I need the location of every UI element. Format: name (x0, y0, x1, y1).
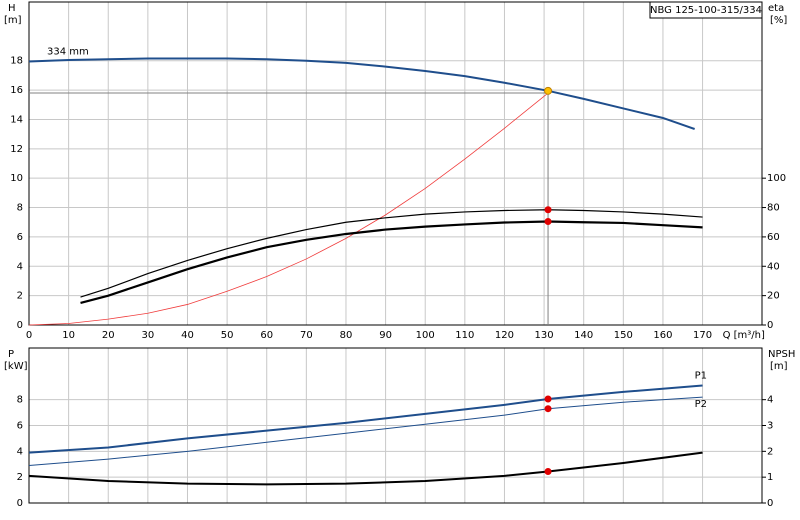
y-tick-label: 4 (17, 446, 23, 457)
curve-label: 334 mm (47, 46, 89, 57)
y-axis-unit: [kW] (4, 361, 28, 372)
curve (28, 451, 703, 486)
y2-axis-unit: [m] (770, 361, 788, 372)
x-tick-label: 40 (181, 330, 194, 341)
operating-point (544, 217, 552, 225)
x-tick-label: 170 (693, 330, 712, 341)
x-tick-label: 120 (495, 330, 514, 341)
y2-axis-label: eta (768, 3, 784, 14)
x-tick-label: 50 (221, 330, 234, 341)
operating-point (544, 206, 552, 214)
plot-frame (28, 1, 763, 326)
y2-tick-label: 60 (767, 232, 780, 243)
y-tick-label: 0 (17, 498, 23, 509)
y-tick-label: 16 (10, 85, 23, 96)
curve (28, 384, 703, 454)
x-tick-label: 150 (614, 330, 633, 341)
y2-tick-label: 0 (767, 498, 773, 509)
y2-tick-label: 20 (767, 291, 780, 302)
operating-point (544, 395, 552, 403)
x-tick-label: 20 (102, 330, 115, 341)
curve (80, 220, 703, 305)
curve (80, 209, 703, 298)
y2-tick-label: 100 (767, 173, 786, 184)
x-tick-label: 110 (455, 330, 474, 341)
y-tick-label: 2 (17, 472, 23, 483)
x-axis-label: Q [m³/h] (723, 330, 765, 341)
y2-axis-unit: [%] (770, 15, 787, 26)
x-tick-label: 10 (62, 330, 75, 341)
curve-label: P1 (695, 370, 707, 381)
operating-point (544, 405, 552, 413)
y-axis-label: H (8, 3, 16, 14)
y-tick-label: 10 (10, 173, 23, 184)
x-tick-label: 30 (141, 330, 154, 341)
x-tick-label: 60 (260, 330, 273, 341)
plot-area (29, 2, 762, 325)
x-tick-label: 130 (535, 330, 554, 341)
operating-point (544, 86, 553, 95)
y-tick-label: 6 (17, 232, 23, 243)
y2-axis-label: NPSH (768, 349, 795, 360)
y2-tick-label: 40 (767, 261, 780, 272)
y-tick-label: 0 (17, 320, 23, 331)
y-tick-label: 6 (17, 421, 23, 432)
y-axis-unit: [m] (4, 15, 22, 26)
x-tick-label: 160 (653, 330, 672, 341)
curve (28, 396, 703, 467)
curve (28, 57, 695, 130)
x-tick-label: 140 (574, 330, 593, 341)
x-tick-label: 0 (26, 330, 32, 341)
x-tick-label: 100 (416, 330, 435, 341)
y-tick-label: 18 (10, 56, 23, 67)
curve (28, 92, 549, 326)
y-tick-label: 2 (17, 291, 23, 302)
title-box (649, 1, 763, 19)
x-tick-label: 80 (340, 330, 353, 341)
y-tick-label: 8 (17, 203, 23, 214)
y2-tick-label: 0 (767, 320, 773, 331)
operating-point (544, 467, 552, 475)
y-tick-label: 8 (17, 395, 23, 406)
y-tick-label: 14 (10, 114, 23, 125)
chart-title: NBG 125-100-315/334 (650, 5, 762, 16)
x-tick-label: 70 (300, 330, 313, 341)
y2-tick-label: 4 (767, 395, 773, 406)
plot-frame (28, 347, 763, 504)
y2-tick-label: 80 (767, 203, 780, 214)
y-tick-label: 12 (10, 144, 23, 155)
y2-tick-label: 2 (767, 446, 773, 457)
curve-label: P2 (695, 399, 707, 410)
x-tick-label: 90 (379, 330, 392, 341)
y2-tick-label: 1 (767, 472, 773, 483)
y2-tick-label: 3 (767, 421, 773, 432)
y-axis-label: P (8, 349, 14, 360)
y-tick-label: 4 (17, 261, 23, 272)
